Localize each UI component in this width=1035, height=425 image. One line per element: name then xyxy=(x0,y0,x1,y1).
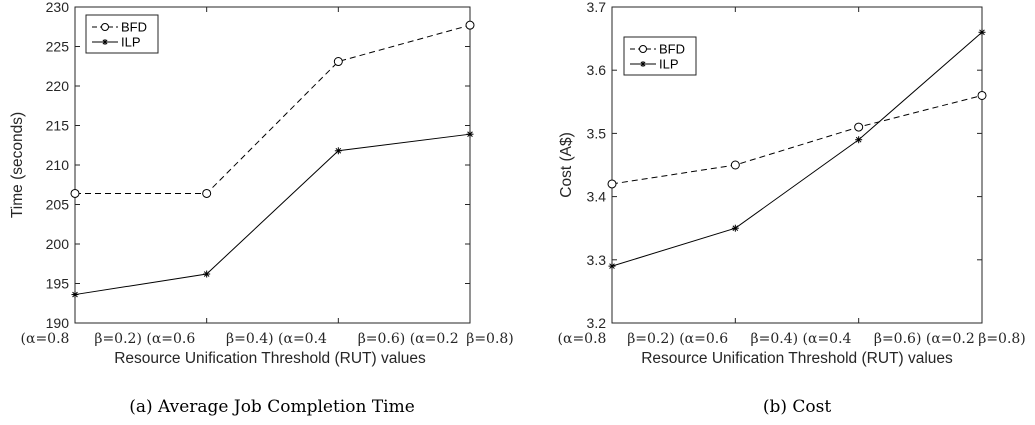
chart-0-legend-marker-bfd xyxy=(101,23,109,31)
chart-0-xtick-label: β=0.6) (α=0.2 xyxy=(358,331,459,347)
chart-1-xtick-label: (α=0.8 xyxy=(558,331,607,347)
chart-0-ytick-label: 215 xyxy=(46,118,70,134)
chart-0-ytick-label: 225 xyxy=(46,39,70,55)
chart-1-caption: (b) Cost xyxy=(763,397,832,417)
chart-1-legend-marker-ilp xyxy=(640,61,646,67)
chart-0-xtick-label: β=0.2) (α=0.6 xyxy=(94,331,195,347)
chart-1-series-bfd-point xyxy=(607,179,617,189)
chart-0-xtick-label: (α=0.8 xyxy=(21,331,70,347)
chart-0-legend-label-bfd: BFD xyxy=(121,20,147,35)
chart-1: 3.2 3.3 3.4 3.5 3.6 3.7 (α=0.8 β=0.2) (α=0.6 β=0… xyxy=(558,0,1026,417)
chart-0-x-axis-label: Resource Unification Threshold (RUT) val… xyxy=(114,350,426,367)
chart-1-series-ilp-line xyxy=(611,31,983,267)
chart-0-xtick-label: β=0.4) (α=0.4 xyxy=(226,331,327,347)
chart-1-xtick-label: β=0.6) (α=0.2 xyxy=(874,331,975,347)
chart-0-series-bfd-point xyxy=(202,188,212,198)
chart-0-caption: (a) Average Job Completion Time xyxy=(129,397,415,417)
chart-0-xtick-label: β=0.8) xyxy=(466,331,514,347)
chart-1-ytick-label: 3.6 xyxy=(587,62,607,78)
chart-1-ytick-label: 3.7 xyxy=(587,0,607,15)
chart-1-series-ilp-point xyxy=(608,262,616,270)
chart-0-series-bfd-point xyxy=(465,20,475,30)
chart-1-series-bfd-point xyxy=(977,90,987,100)
chart-0-series-ilp-point xyxy=(466,130,474,138)
chart-1-legend-label-ilp: ILP xyxy=(659,57,679,72)
chart-1-series-bfd-line xyxy=(611,94,983,185)
chart-0-ytick-label: 190 xyxy=(46,315,70,331)
chart-1-xtick-label: β=0.8) xyxy=(978,331,1026,347)
chart-0-y-axis-label: Time (seconds) xyxy=(9,112,26,218)
chart-1-ytick-label: 3.2 xyxy=(587,315,607,331)
chart-0-ytick-label: 230 xyxy=(46,0,70,15)
chart-1-ytick-label: 3.5 xyxy=(587,125,607,141)
chart-0-legend-marker-ilp xyxy=(102,39,108,45)
chart-1-x-axis-label: Resource Unification Threshold (RUT) val… xyxy=(641,350,953,367)
chart-0-series-bfd-point xyxy=(333,57,343,67)
chart-1-legend-marker-bfd xyxy=(639,45,647,53)
chart-1-series-bfd-point xyxy=(730,160,740,170)
chart-0-ytick-label: 205 xyxy=(46,197,70,213)
chart-0-ytick-label: 220 xyxy=(46,78,70,94)
chart-0-ytick-label: 210 xyxy=(46,157,70,173)
chart-1-xtick-label: β=0.4) (α=0.4 xyxy=(751,331,852,347)
chart-0-legend-box xyxy=(85,14,159,54)
chart-1-ytick-label: 3.4 xyxy=(587,189,607,205)
chart-0-series-bfd-point xyxy=(70,188,80,198)
chart-1-xtick-label: β=0.2) (α=0.6 xyxy=(627,331,728,347)
chart-0-series-ilp-point xyxy=(203,270,211,278)
chart-0-legend-label-ilp: ILP xyxy=(121,35,141,50)
chart-0-series-bfd-line xyxy=(75,24,471,194)
chart-0-series-ilp-point xyxy=(71,291,79,299)
chart-1-legend-label-bfd: BFD xyxy=(659,42,685,57)
chart-1-y-axis-label: Cost (A$) xyxy=(558,132,575,197)
chart-1-legend-box xyxy=(623,36,697,76)
chart-0-ytick-label: 195 xyxy=(46,276,70,292)
chart-0-series-ilp-line xyxy=(74,133,471,296)
chart-0-axes-box xyxy=(74,6,471,324)
chart-1-ytick-label: 3.3 xyxy=(587,252,607,268)
chart-1-series-ilp-point xyxy=(978,28,986,36)
chart-0-ytick-label: 200 xyxy=(46,236,70,252)
chart-1-series-ilp-point xyxy=(731,224,739,232)
chart-0-series-ilp-point xyxy=(334,147,342,155)
chart-1-series-ilp-point xyxy=(855,136,863,144)
chart-1-axes-box xyxy=(611,6,983,324)
chart-0: 190 195 200 205 210 215 220 225 230 (α=0.8 β=0.2) … xyxy=(9,0,514,417)
chart-1-series-bfd-point xyxy=(854,122,864,132)
